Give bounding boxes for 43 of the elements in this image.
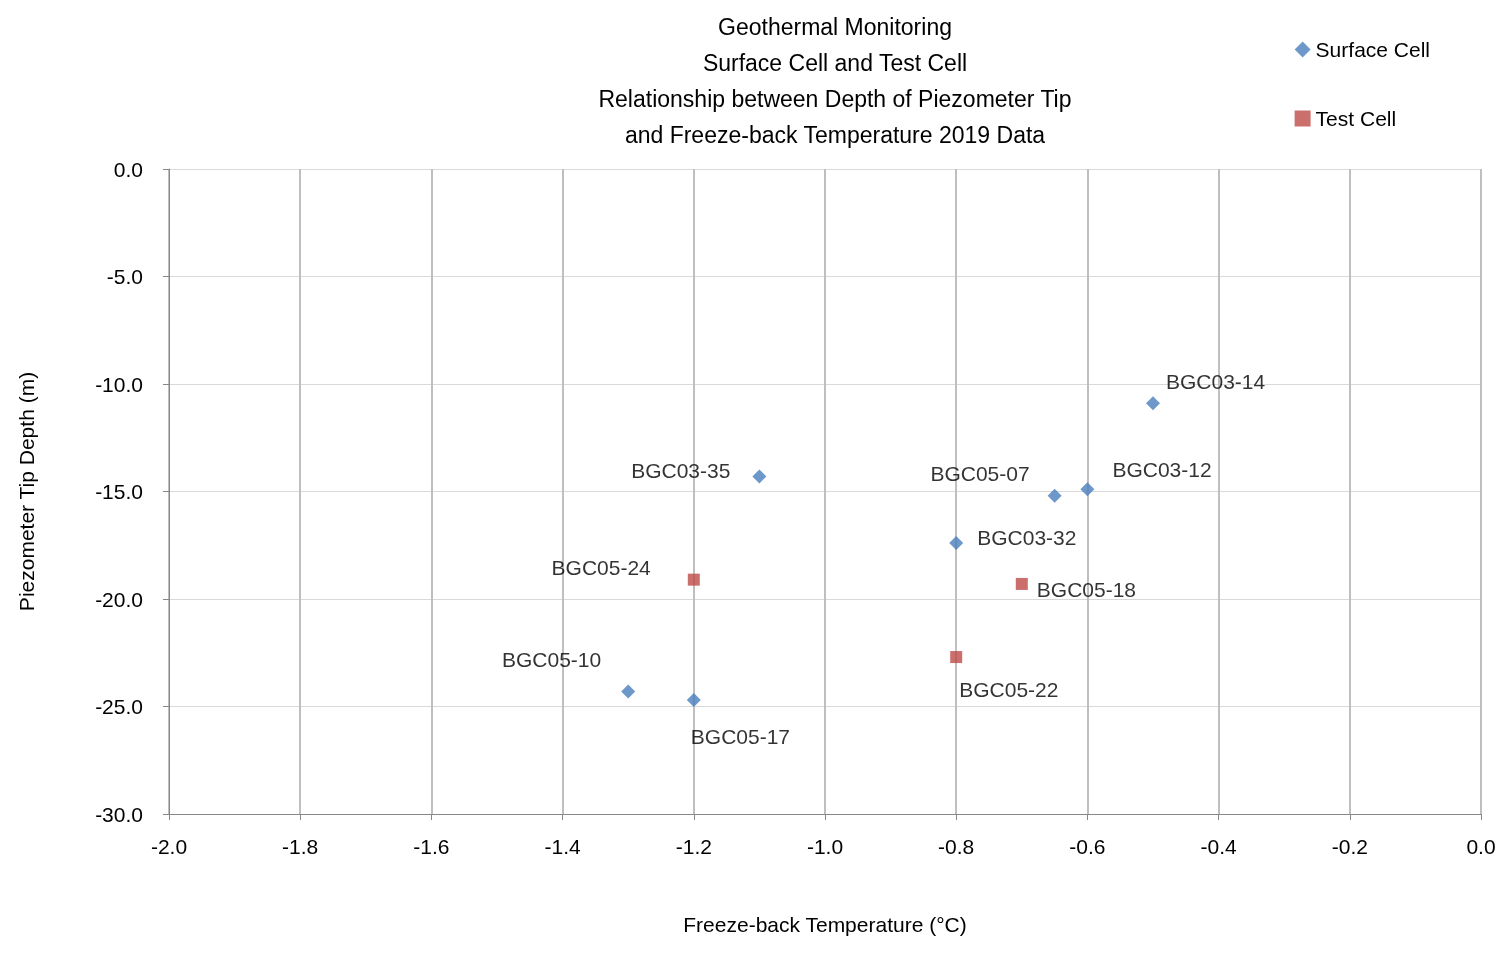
point <box>687 573 700 586</box>
y-tick-label: -15.0 <box>95 480 143 503</box>
annotation: BGC03-12 <box>1112 457 1212 481</box>
x-tick-label: -1.6 <box>413 835 450 858</box>
x-tick-label: -0.4 <box>1200 835 1238 858</box>
x-tick-label: -1.2 <box>675 835 712 858</box>
point <box>1047 488 1062 503</box>
annotation: BGC03-32 <box>977 525 1077 549</box>
annotation: BGC05-10 <box>501 647 602 671</box>
point <box>1080 482 1095 497</box>
point <box>950 651 963 664</box>
x-axis-title: Freeze-back Temperature (°C) <box>683 913 967 936</box>
x-tick-label: -1.0 <box>806 835 844 858</box>
x-tick-label: -0.8 <box>938 835 975 858</box>
annotation: BGC03-35 <box>631 458 731 482</box>
annotation: BGC05-22 <box>959 677 1059 701</box>
y-tick-label: -5.0 <box>106 265 143 288</box>
annotation: BGC05-17 <box>690 724 791 748</box>
annotation: BGC05-18 <box>1036 578 1137 602</box>
x-tick-label: -2.0 <box>150 835 188 858</box>
point <box>1015 577 1028 590</box>
point <box>686 693 701 708</box>
legend-label: Test Cell <box>1315 107 1397 130</box>
chart-title: Geothermal Monitoring Surface Cell and Test Cell Relationship between Depth of Piezometer Tip and Freeze-back Temperature 2019 Data <box>598 14 1072 148</box>
y-axis-title: Piezometer Tip Depth (m) <box>15 371 38 612</box>
point <box>621 684 636 699</box>
annotation: BGC05-07 <box>930 462 1030 486</box>
x-tick-label: -0.6 <box>1069 835 1106 858</box>
x-tick-label: -1.4 <box>544 835 582 858</box>
x-tick-label: 0.0 <box>1466 835 1496 858</box>
y-tick-label: -25.0 <box>95 695 143 718</box>
x-tick-label: -1.8 <box>282 835 319 858</box>
legend-label: Surface Cell <box>1315 38 1431 61</box>
y-tick-label: -30.0 <box>95 802 143 826</box>
annotation: BGC03-14 <box>1166 369 1266 393</box>
point <box>949 536 964 551</box>
y-tick-label: 0.0 <box>113 157 143 181</box>
x-tick-label: -0.2 <box>1331 835 1368 858</box>
y-tick-label: -10.0 <box>95 372 143 396</box>
annotation: BGC05-24 <box>551 556 652 580</box>
point <box>752 469 767 484</box>
point <box>1146 396 1160 411</box>
y-tick-label: -20.0 <box>95 587 143 611</box>
